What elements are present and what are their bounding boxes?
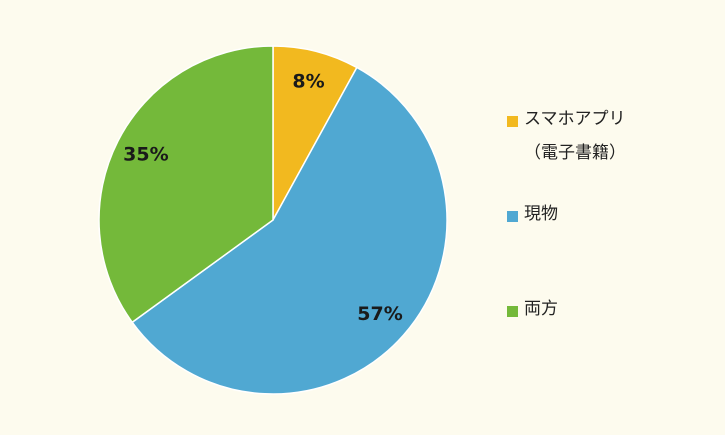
pie-slice bbox=[98, 45, 274, 324]
legend-label: スマホアプリ（電子書籍） bbox=[524, 109, 626, 163]
legend-item: 両方 bbox=[507, 299, 649, 326]
pie-slice bbox=[131, 66, 448, 395]
legend-label: 両方 bbox=[524, 299, 558, 319]
data-label: 57% bbox=[357, 303, 402, 325]
legend-item: スマホアプリ（電子書籍） bbox=[507, 109, 649, 170]
data-label: 8% bbox=[292, 70, 324, 92]
data-label: 35% bbox=[123, 144, 168, 166]
legend-item: 現物 bbox=[507, 204, 649, 231]
legend-swatch bbox=[507, 116, 518, 127]
legend-swatch bbox=[507, 211, 518, 222]
legend-label: 現物 bbox=[524, 204, 558, 224]
legend-swatch bbox=[507, 306, 518, 317]
